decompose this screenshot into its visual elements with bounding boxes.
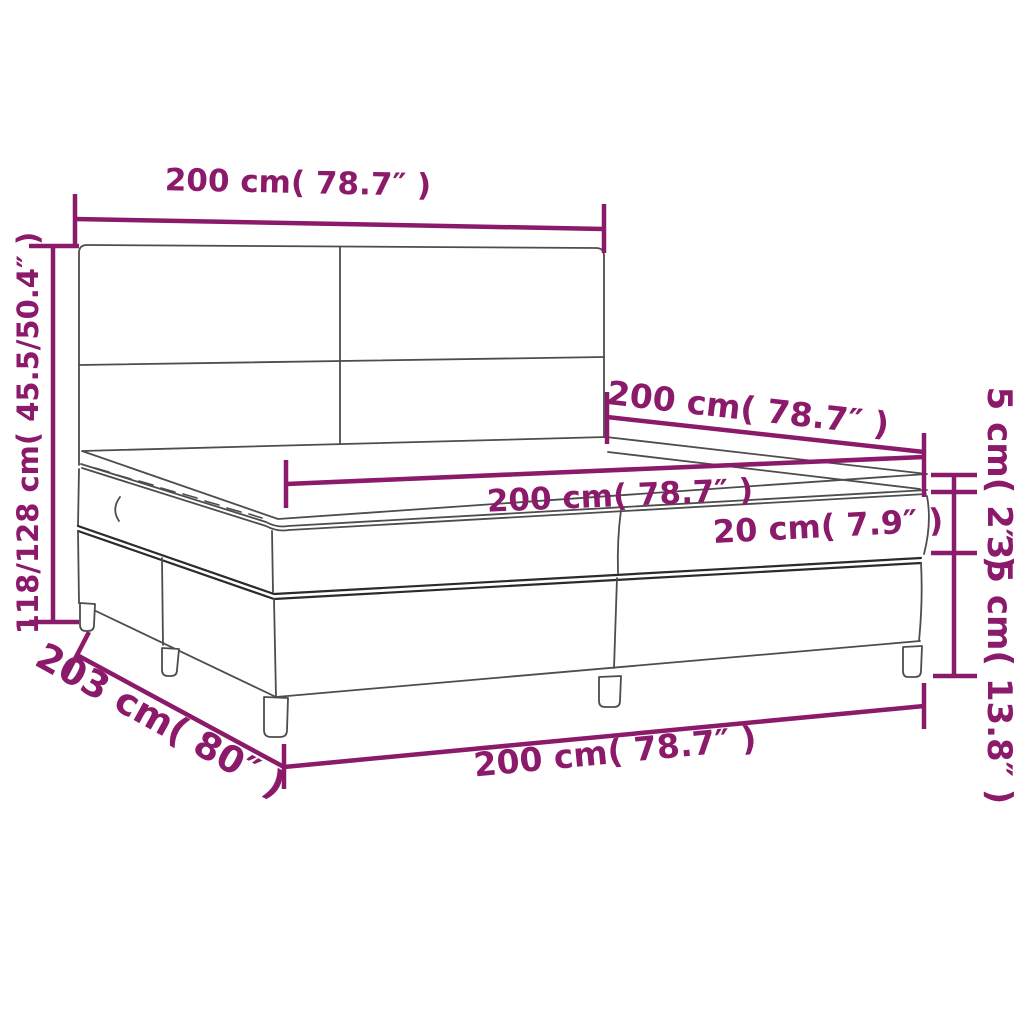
leg-front-right	[902, 645, 923, 678]
topper-stitching	[94, 467, 263, 519]
base-front-bottom-edge	[275, 640, 921, 698]
left-height-label: 118/128 cm( 45.5/50.4″ )	[11, 232, 45, 635]
mattress-front-left-edge	[271, 530, 274, 593]
dim-top-width: 200 cm( 78.7″ )	[72, 162, 607, 253]
leg-front-left	[263, 696, 289, 738]
leg-left-middle	[161, 647, 180, 677]
mattress	[77, 468, 930, 593]
mattress-right-edge	[923, 495, 930, 555]
legs	[79, 602, 923, 738]
dim-left-depth: 203 cm( 80″ )	[29, 630, 293, 807]
dim-right-heights: 5 cm( 2″ ) 35 cm( 13.8″ )	[931, 387, 1019, 805]
leg-front-middle	[598, 675, 622, 708]
top-width-label: 200 cm( 78.7″ )	[164, 162, 431, 204]
mattress-corner-seam	[114, 496, 121, 522]
mattress-height-label: 20 cm( 7.9″ )	[712, 501, 944, 551]
topper-rim-upper	[80, 463, 928, 528]
headboard-horizontal-divider	[78, 356, 605, 366]
topper-height-label: 5 cm( 2″ )	[979, 387, 1019, 572]
bed-drawing	[76, 244, 930, 738]
base-front-left-edge	[273, 598, 277, 698]
dim-left-height: 118/128 cm( 45.5/50.4″ )	[11, 232, 79, 635]
base-left-split	[161, 557, 164, 646]
topper-right-rim	[607, 451, 921, 490]
base-back-left-edge	[77, 530, 80, 604]
bottom-width-label: 200 cm( 78.7″ )	[472, 718, 758, 784]
topper-rim-lower	[81, 467, 927, 532]
headboard-outline	[78, 244, 605, 466]
topper-top-surface	[81, 436, 928, 520]
mattress-topper	[80, 436, 928, 532]
base-front-split	[613, 577, 618, 669]
base-height-label: 35 cm( 13.8″ )	[979, 536, 1019, 805]
mattress-split-line	[616, 509, 622, 574]
headboard	[78, 244, 605, 466]
mattress-back-left-edge	[77, 468, 80, 527]
base	[76, 524, 923, 698]
left-depth-label: 203 cm( 80″ )	[29, 634, 293, 806]
base-top-edge-upper	[76, 524, 923, 596]
base-right-edge	[918, 562, 923, 642]
leg-back-left	[79, 602, 96, 632]
